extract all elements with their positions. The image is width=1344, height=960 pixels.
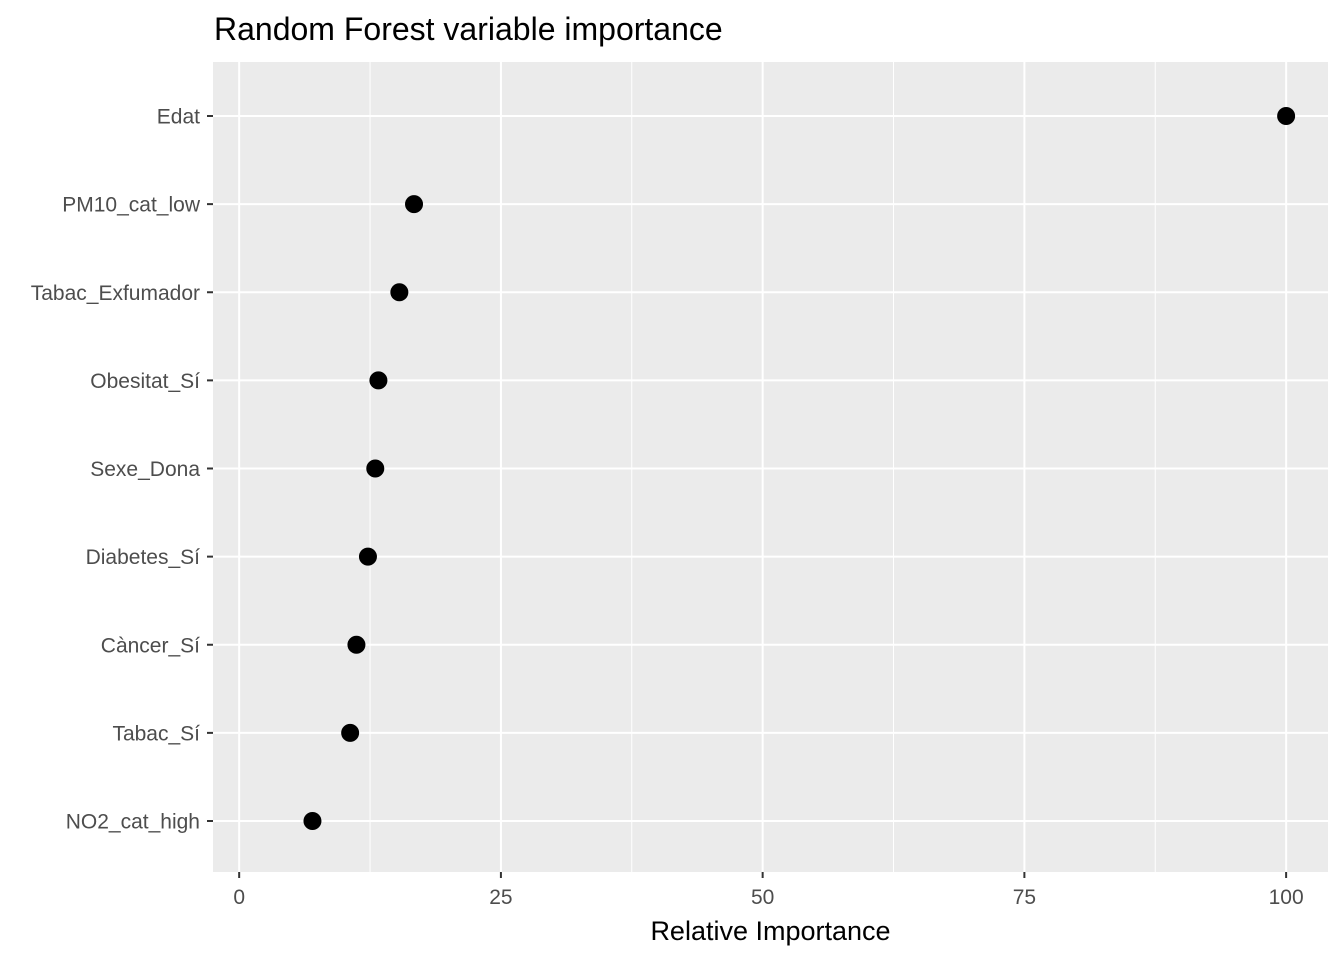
chart-title: Random Forest variable importance <box>214 11 723 47</box>
x-axis-title: Relative Importance <box>650 916 890 946</box>
data-points <box>303 107 1296 830</box>
data-point <box>1277 107 1296 125</box>
plot-panel <box>213 62 1328 872</box>
grid-major <box>213 62 1328 872</box>
y-tick-label: Obesitat_Sí <box>90 370 200 393</box>
x-axis: 0 25 50 75 100 <box>233 872 1304 909</box>
y-axis: Edat PM10_cat_low Tabac_Exfumador Obesitat_… <box>31 106 213 834</box>
data-point <box>390 283 409 302</box>
data-point <box>303 812 322 830</box>
x-tick-label: 25 <box>489 886 512 909</box>
y-tick-label: Sexe_Dona <box>90 458 200 481</box>
data-point <box>405 195 424 214</box>
data-point <box>369 371 388 390</box>
grid-minor <box>369 62 1156 872</box>
x-tick-label: 0 <box>233 886 245 909</box>
data-point <box>347 635 366 654</box>
y-tick-label: Càncer_Sí <box>101 634 200 657</box>
data-point <box>358 547 377 566</box>
y-tick-label: Tabac_Exfumador <box>31 282 200 305</box>
y-tick-label: PM10_cat_low <box>62 194 201 217</box>
y-tick-label: NO2_cat_high <box>66 811 200 834</box>
x-tick-label: 75 <box>1013 886 1036 909</box>
y-tick-label: Tabac_Sí <box>112 722 200 745</box>
x-tick-label: 100 <box>1269 886 1304 909</box>
data-point <box>366 459 385 478</box>
data-point <box>341 723 360 742</box>
y-tick-label: Diabetes_Sí <box>86 546 201 569</box>
y-tick-label: Edat <box>157 106 200 129</box>
x-tick-label: 50 <box>751 886 774 909</box>
